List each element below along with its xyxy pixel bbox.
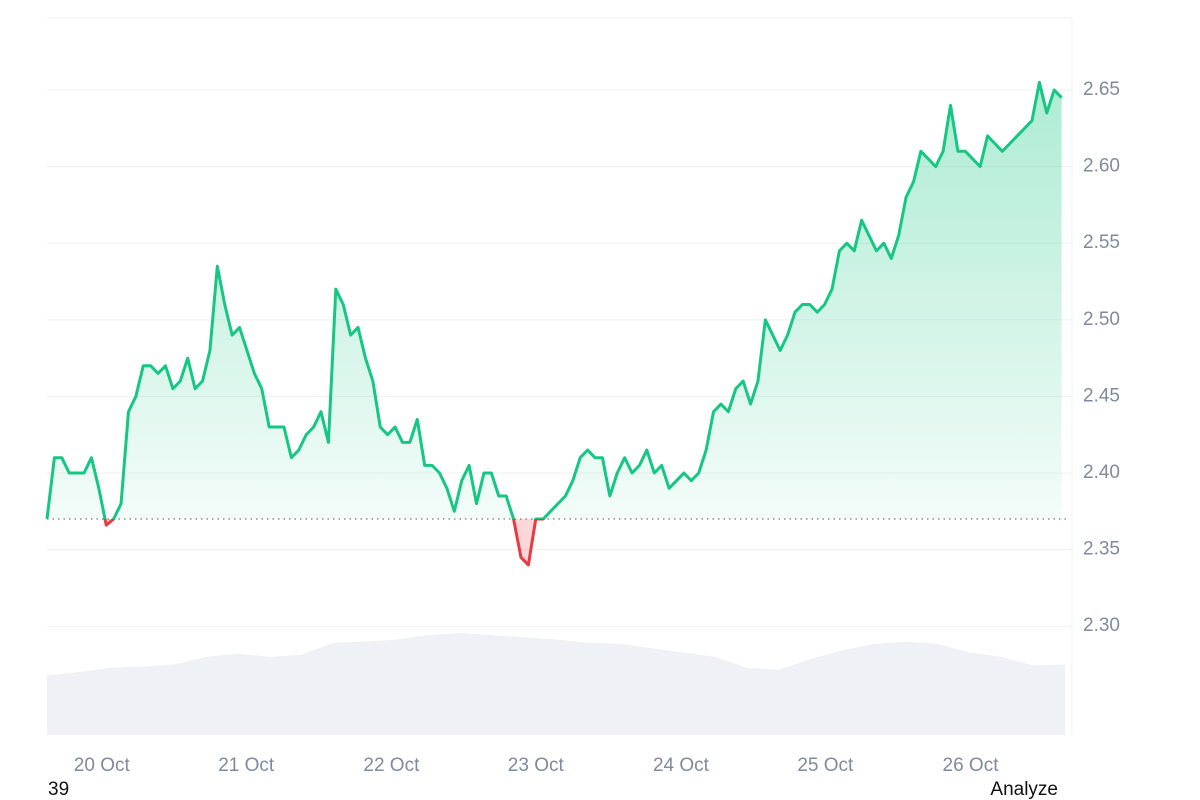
- y-tick-label: 2.60: [1083, 156, 1120, 177]
- area-up: [47, 82, 1062, 519]
- footer-right[interactable]: Analyze: [990, 779, 1058, 800]
- x-tick-label: 25 Oct: [797, 755, 854, 776]
- y-tick-label: 2.30: [1083, 615, 1120, 636]
- y-tick-label: 2.65: [1083, 79, 1120, 100]
- y-tick-label: 2.50: [1083, 309, 1120, 330]
- x-tick-label: 20 Oct: [74, 755, 131, 776]
- y-tick-label: 2.55: [1083, 232, 1120, 253]
- price-line: [45, 80, 1063, 519]
- x-tick-label: 21 Oct: [218, 755, 275, 776]
- x-tick-label: 22 Oct: [363, 755, 420, 776]
- y-tick-label: 2.40: [1083, 462, 1120, 483]
- x-tick-label: 26 Oct: [943, 755, 1000, 776]
- footer-left: 39: [48, 779, 69, 800]
- x-tick-label: 23 Oct: [508, 755, 565, 776]
- y-tick-label: 2.45: [1083, 385, 1120, 406]
- volume-area: [47, 633, 1065, 735]
- x-tick-label: 24 Oct: [653, 755, 710, 776]
- y-tick-label: 2.35: [1083, 539, 1120, 560]
